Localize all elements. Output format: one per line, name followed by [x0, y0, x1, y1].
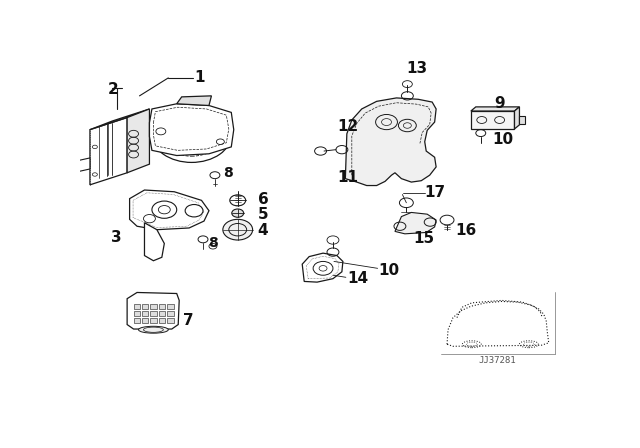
Bar — [134, 304, 140, 309]
Text: 1: 1 — [194, 70, 205, 86]
Text: 6: 6 — [257, 192, 268, 207]
Polygon shape — [150, 104, 234, 155]
Text: 13: 13 — [406, 61, 428, 76]
Polygon shape — [77, 158, 90, 172]
Text: 9: 9 — [494, 96, 505, 111]
Circle shape — [223, 220, 253, 240]
Polygon shape — [515, 107, 520, 129]
Text: 4: 4 — [257, 223, 268, 238]
Polygon shape — [129, 190, 209, 230]
Text: 17: 17 — [425, 185, 446, 200]
Bar — [150, 318, 157, 323]
Text: 10: 10 — [379, 263, 400, 278]
Text: JJ37281: JJ37281 — [479, 356, 516, 365]
Bar — [142, 311, 148, 316]
Text: 15: 15 — [413, 231, 435, 246]
Polygon shape — [471, 111, 515, 129]
Bar — [150, 311, 157, 316]
Polygon shape — [346, 98, 436, 185]
Polygon shape — [395, 212, 436, 234]
Ellipse shape — [138, 326, 168, 333]
Bar — [134, 311, 140, 316]
Bar — [134, 318, 140, 323]
Polygon shape — [302, 253, 343, 282]
Circle shape — [232, 209, 244, 217]
Polygon shape — [90, 117, 127, 185]
Polygon shape — [471, 107, 520, 111]
Text: 10: 10 — [493, 132, 514, 147]
Bar — [159, 311, 165, 316]
Bar — [167, 318, 173, 323]
Text: 11: 11 — [337, 170, 358, 185]
Polygon shape — [177, 96, 211, 106]
Bar — [142, 304, 148, 309]
Text: 16: 16 — [455, 223, 476, 238]
Bar — [150, 304, 157, 309]
Bar — [142, 318, 148, 323]
Text: 14: 14 — [347, 271, 368, 286]
Bar — [167, 311, 173, 316]
Text: 12: 12 — [337, 119, 358, 134]
Polygon shape — [90, 109, 150, 129]
Bar — [167, 304, 173, 309]
Polygon shape — [145, 223, 164, 261]
Bar — [159, 318, 165, 323]
Polygon shape — [127, 293, 179, 329]
Polygon shape — [127, 109, 150, 173]
Polygon shape — [520, 116, 525, 124]
Text: 2: 2 — [108, 82, 118, 98]
Bar — [159, 304, 165, 309]
Text: 8: 8 — [223, 166, 232, 180]
Text: 5: 5 — [257, 207, 268, 222]
Text: 7: 7 — [183, 313, 194, 327]
Text: 8: 8 — [208, 237, 218, 250]
Text: 3: 3 — [111, 230, 122, 245]
